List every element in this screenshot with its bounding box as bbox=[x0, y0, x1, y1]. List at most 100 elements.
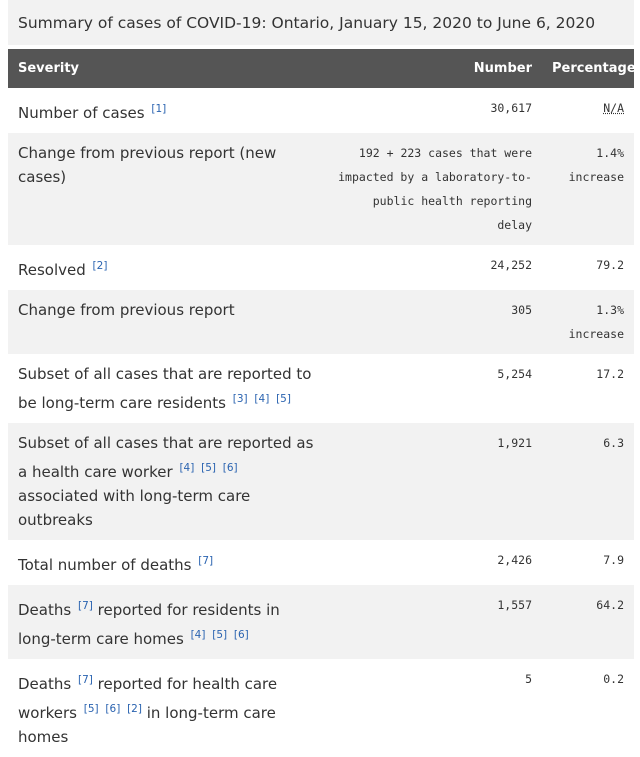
severity-text: Change from previous report (new cases) bbox=[18, 144, 277, 186]
percentage-cell: 6.3 bbox=[542, 423, 634, 540]
number-cell: 192 + 223 cases that were impacted by a … bbox=[328, 133, 542, 245]
severity-text: associated with long-term care outbreaks bbox=[18, 487, 251, 529]
severity-text: Number of cases bbox=[18, 104, 145, 122]
percentage-text: 1.3% increase bbox=[568, 303, 624, 341]
severity-cell: Deaths [7] reported for health care work… bbox=[8, 659, 328, 757]
table-row: Total number of deaths [7] 2,426 7.9 bbox=[8, 540, 634, 585]
footnote: [5] bbox=[82, 700, 99, 715]
percentage-text: 0.2 bbox=[603, 672, 624, 686]
header-cell: Severity bbox=[8, 49, 328, 88]
percentage-text: 7.9 bbox=[603, 553, 624, 567]
table-caption: Summary of cases of COVID-19: Ontario, J… bbox=[8, 0, 634, 45]
footnote-link[interactable]: [1] bbox=[151, 103, 167, 115]
number-cell: 24,252 bbox=[328, 245, 542, 290]
table-row: Number of cases [1] 30,617 N/A bbox=[8, 88, 634, 133]
footnote: [7] bbox=[196, 552, 213, 567]
number-cell: 305 bbox=[328, 290, 542, 354]
percentage-cell: 79.2 bbox=[542, 245, 634, 290]
severity-text: reported for residents in long-term care… bbox=[18, 601, 280, 648]
severity-cell: Deaths [7] reported for residents in lon… bbox=[8, 585, 328, 659]
table-row: Deaths [7] reported for health care work… bbox=[8, 659, 634, 757]
footnote-link[interactable]: [6] bbox=[222, 462, 238, 474]
percentage-text: 64.2 bbox=[596, 598, 624, 612]
severity-text: in long-term care homes bbox=[18, 704, 276, 746]
table-row: Change from previous report (new cases) 1… bbox=[8, 133, 634, 245]
footnote-link[interactable]: [5] bbox=[83, 703, 99, 715]
footnote: [7] bbox=[76, 597, 93, 612]
percentage-text: N/A bbox=[603, 101, 624, 115]
table-row: Change from previous report 305 1.3% incre… bbox=[8, 290, 634, 354]
severity-text: Total number of deaths bbox=[18, 556, 192, 574]
summary-table-container: Summary of cases of COVID-19: Ontario, J… bbox=[8, 0, 636, 757]
percentage-text: 79.2 bbox=[596, 258, 624, 272]
header-cell: Percentage bbox=[542, 49, 636, 88]
severity-cell: Number of cases [1] bbox=[8, 88, 328, 133]
footnote: [3] bbox=[231, 390, 248, 405]
number-cell: 2,426 bbox=[328, 540, 542, 585]
percentage-cell: 0.2 bbox=[542, 659, 634, 757]
footnote: [2] bbox=[91, 257, 108, 272]
number-cell: 5 bbox=[328, 659, 542, 757]
table-row: Subset of all cases that are reported as… bbox=[8, 423, 634, 540]
severity-text: Subset of all cases that are reported to… bbox=[18, 365, 312, 412]
header-row: Severity Number Percentage bbox=[8, 49, 636, 88]
footnote-link[interactable]: [3] bbox=[232, 393, 248, 405]
table-row: Resolved [2] 24,252 79.2 bbox=[8, 245, 634, 290]
footnote: [5] bbox=[199, 459, 216, 474]
table-row: Subset of all cases that are reported to… bbox=[8, 354, 634, 423]
footnote: [6] bbox=[232, 626, 249, 641]
footnote: [1] bbox=[149, 100, 166, 115]
footnote: [6] bbox=[221, 459, 238, 474]
header-cell: Number bbox=[328, 49, 542, 88]
severity-cell: Change from previous report bbox=[8, 290, 328, 354]
footnote-link[interactable]: [2] bbox=[92, 260, 108, 272]
footnote-link[interactable]: [7] bbox=[77, 674, 93, 686]
footnote-link[interactable]: [2] bbox=[127, 703, 142, 715]
footnote-link[interactable]: [5] bbox=[212, 629, 228, 641]
footnote-link[interactable]: [5] bbox=[276, 393, 291, 405]
number-cell: 1,557 bbox=[328, 585, 542, 659]
percentage-cell: 7.9 bbox=[542, 540, 634, 585]
footnote: [6] bbox=[103, 700, 120, 715]
percentage-text: 17.2 bbox=[596, 367, 624, 381]
severity-text: Subset of all cases that are reported as… bbox=[18, 434, 314, 481]
percentage-text: 6.3 bbox=[603, 436, 624, 450]
footnote: [4] bbox=[252, 390, 269, 405]
footnote-link[interactable]: [7] bbox=[198, 555, 214, 567]
percentage-cell: 1.3% increase bbox=[542, 290, 634, 354]
footnote-link[interactable]: [6] bbox=[105, 703, 121, 715]
severity-text: Change from previous report bbox=[18, 301, 235, 319]
table-row: Deaths [7] reported for residents in lon… bbox=[8, 585, 634, 659]
footnote: [5] bbox=[210, 626, 227, 641]
footnote-link[interactable]: [5] bbox=[201, 462, 216, 474]
footnote-link[interactable]: [4] bbox=[179, 462, 195, 474]
table-body: Number of cases [1] 30,617 N/A Change from … bbox=[8, 88, 634, 757]
footnote-link[interactable]: [4] bbox=[254, 393, 270, 405]
severity-text: Resolved bbox=[18, 261, 86, 279]
table-header: Severity Number Percentage bbox=[8, 49, 636, 88]
percentage-cell: N/A bbox=[542, 88, 634, 133]
number-cell: 30,617 bbox=[328, 88, 542, 133]
footnote: [5] bbox=[274, 390, 291, 405]
severity-text: reported for health care workers bbox=[18, 675, 278, 722]
number-cell: 5,254 bbox=[328, 354, 542, 423]
footnote: [4] bbox=[177, 459, 194, 474]
footnote-link[interactable]: [7] bbox=[77, 600, 93, 612]
severity-cell: Subset of all cases that are reported as… bbox=[8, 423, 328, 540]
severity-text: Deaths bbox=[18, 675, 72, 693]
percentage-cell: 1.4% increase bbox=[542, 133, 634, 245]
severity-cell: Total number of deaths [7] bbox=[8, 540, 328, 585]
severity-cell: Resolved [2] bbox=[8, 245, 328, 290]
severity-cell: Subset of all cases that are reported to… bbox=[8, 354, 328, 423]
number-cell: 1,921 bbox=[328, 423, 542, 540]
footnote-link[interactable]: [6] bbox=[233, 629, 249, 641]
footnote: [7] bbox=[76, 671, 93, 686]
severity-text: Deaths bbox=[18, 601, 72, 619]
footnote: [4] bbox=[189, 626, 206, 641]
percentage-cell: 17.2 bbox=[542, 354, 634, 423]
summary-table: Severity Number Percentage Number of cas… bbox=[8, 49, 636, 757]
severity-cell: Change from previous report (new cases) bbox=[8, 133, 328, 245]
footnote: [2] bbox=[125, 700, 142, 715]
footnote-link[interactable]: [4] bbox=[190, 629, 206, 641]
